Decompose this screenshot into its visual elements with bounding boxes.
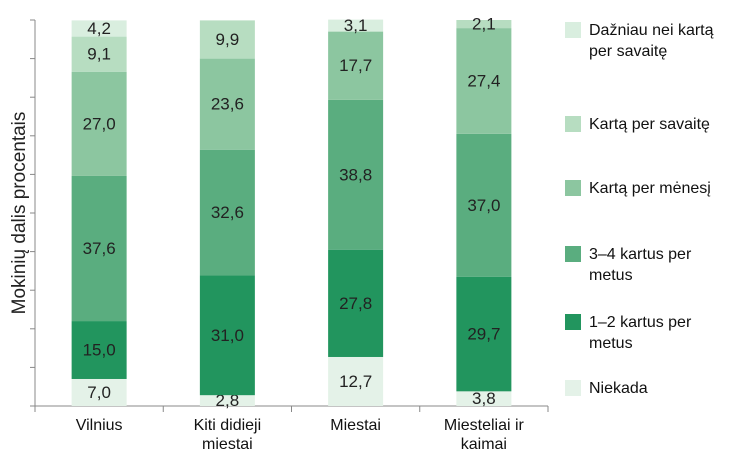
- value-label: 4,2: [87, 19, 111, 38]
- bar-segment: [71, 71, 127, 176]
- value-label: 38,8: [339, 165, 372, 184]
- legend-item: 3–4 kartus per metus: [565, 244, 735, 286]
- x-tick-label: Miesteliai ir kaimai: [443, 417, 524, 453]
- bar-segment: [456, 20, 512, 29]
- value-label: 37,0: [467, 196, 500, 215]
- legend-item: 1–2 kartus per metus: [565, 312, 735, 354]
- value-label: 17,7: [339, 56, 372, 75]
- legend-item: Kartą per savaitę: [565, 114, 735, 135]
- bar-segment: [199, 149, 255, 276]
- value-label: 37,6: [83, 239, 116, 258]
- legend-swatch: [565, 22, 581, 38]
- bar-segment: [199, 20, 255, 59]
- bar-segment: [71, 378, 127, 406]
- bar-segment: [328, 356, 384, 406]
- bar-segment: [71, 321, 127, 379]
- bar-segment: [456, 391, 512, 406]
- x-tick-label: Vilnius: [75, 417, 123, 434]
- value-label: 7,0: [87, 383, 111, 402]
- value-label: 12,7: [339, 372, 372, 391]
- bar-segment: [456, 28, 512, 134]
- bar-segment: [199, 275, 255, 396]
- value-label: 2,8: [216, 391, 240, 410]
- bar-segment: [328, 19, 384, 32]
- bar-segment: [456, 133, 512, 277]
- y-axis-label: Mokinių dalis procentais: [9, 112, 30, 315]
- x-tick-label: Miestai: [330, 417, 381, 434]
- legend-swatch: [565, 116, 581, 132]
- legend-label: Dažniau nei kartą per savaitę: [589, 22, 714, 60]
- value-label: 3,1: [344, 16, 368, 35]
- value-label: 9,9: [216, 30, 240, 49]
- value-label: 15,0: [83, 341, 116, 360]
- bar-segment: [456, 276, 512, 392]
- legend-label: 3–4 kartus per metus: [589, 246, 692, 284]
- bar-segment: [328, 99, 384, 250]
- legend-item: Kartą per mėnesį: [565, 178, 735, 199]
- legend-item: Niekada: [565, 378, 735, 399]
- x-tick-label: Kiti didieji miestai: [193, 417, 262, 453]
- value-label: 29,7: [467, 324, 500, 343]
- legend-label: Kartą per savaitę: [589, 116, 710, 133]
- value-label: 23,6: [211, 95, 244, 114]
- bar-segment: [71, 36, 127, 72]
- bar-segment: [71, 175, 127, 322]
- legend-swatch: [565, 314, 581, 330]
- legend-label: Niekada: [589, 380, 648, 397]
- legend-swatch: [565, 180, 581, 196]
- value-label: 27,0: [83, 114, 116, 133]
- value-label: 27,8: [339, 294, 372, 313]
- bar-segment: [199, 58, 255, 150]
- legend-label: Kartą per mėnesį: [589, 180, 711, 197]
- bar-segment: [328, 31, 384, 100]
- bar-segment: [328, 249, 384, 357]
- legend-swatch: [565, 246, 581, 262]
- bar-segment: [199, 395, 255, 406]
- value-label: 32,6: [211, 203, 244, 222]
- value-label: 9,1: [87, 45, 111, 64]
- legend-swatch: [565, 380, 581, 396]
- bar-segment: [71, 20, 127, 37]
- value-label: 2,1: [472, 15, 496, 34]
- value-label: 27,4: [467, 71, 500, 90]
- value-label: 31,0: [211, 326, 244, 345]
- legend-label: 1–2 kartus per metus: [589, 314, 692, 352]
- value-label: 3,8: [472, 389, 496, 408]
- legend-item: Dažniau nei kartą per savaitę: [565, 20, 735, 62]
